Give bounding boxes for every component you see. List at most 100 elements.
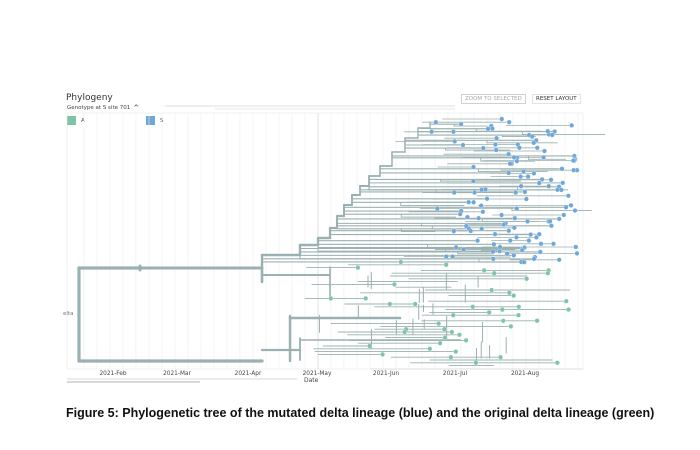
panel-title: Phylogeny <box>66 93 113 103</box>
legend-item-a[interactable]: A <box>67 116 85 125</box>
tree-branches <box>77 118 606 367</box>
tip <box>481 267 487 273</box>
tip <box>548 177 554 183</box>
tip <box>506 290 512 296</box>
legend-swatch-s <box>146 116 155 125</box>
tip <box>497 248 503 254</box>
tip <box>429 129 435 135</box>
legend-label-a: A <box>81 117 85 124</box>
tip <box>478 203 484 209</box>
tree-tips <box>328 116 580 366</box>
tip <box>468 228 474 234</box>
root-label: elta <box>63 311 74 317</box>
x-tick-label: 2021-Feb <box>99 371 126 377</box>
tip <box>437 340 443 346</box>
tip <box>412 301 418 307</box>
tip <box>450 312 456 318</box>
tip <box>508 323 514 329</box>
tip <box>443 254 449 260</box>
tip <box>531 256 537 262</box>
tip <box>523 196 529 202</box>
tip <box>570 158 576 164</box>
tip <box>556 257 562 263</box>
tip <box>363 295 369 301</box>
tip <box>563 204 569 210</box>
tip <box>541 154 547 160</box>
x-axis-scrollbar[interactable] <box>67 368 583 383</box>
tip <box>525 218 530 224</box>
tip <box>450 254 456 260</box>
tip <box>434 206 440 212</box>
tip <box>547 218 553 224</box>
tip <box>531 140 537 146</box>
tip <box>511 252 517 258</box>
tip <box>443 262 449 268</box>
tip <box>499 212 505 218</box>
tip <box>569 122 575 128</box>
tip <box>549 132 555 138</box>
color-by-selector[interactable]: Genotype at S site 701 ^ <box>67 103 140 112</box>
tip <box>504 251 510 257</box>
tip <box>574 250 580 256</box>
tip <box>506 228 512 234</box>
tip <box>466 199 472 205</box>
tip <box>536 180 542 186</box>
tip <box>480 145 486 151</box>
chevron-up-icon: ^ <box>133 103 140 112</box>
tip <box>516 145 522 151</box>
tip <box>515 312 521 318</box>
tip <box>571 167 577 173</box>
tip <box>545 270 551 276</box>
tip <box>514 158 520 164</box>
tip <box>480 209 486 215</box>
tip <box>539 176 545 182</box>
tip <box>566 307 571 313</box>
tip <box>499 307 505 313</box>
color-by-label: Genotype at S site 701 <box>67 105 131 111</box>
tip <box>538 241 544 247</box>
tip <box>465 214 470 220</box>
tip <box>483 186 488 192</box>
tip <box>472 190 477 196</box>
tip <box>442 335 448 341</box>
tip <box>507 238 513 244</box>
tip <box>518 174 524 180</box>
tip <box>436 321 442 327</box>
tip <box>529 134 535 140</box>
tip <box>471 164 476 170</box>
tip <box>554 360 560 366</box>
tip <box>526 238 532 244</box>
tip <box>433 119 439 125</box>
tip <box>489 126 495 132</box>
tip <box>522 189 528 195</box>
tip <box>546 183 552 189</box>
figure-caption: Figure 5: Phylogenetic tree of the mutat… <box>66 406 655 420</box>
tip <box>511 293 517 299</box>
tip <box>521 259 527 265</box>
tip <box>491 241 497 247</box>
tip <box>492 142 498 148</box>
tip <box>506 151 512 157</box>
tip <box>453 349 459 355</box>
tip <box>473 360 479 366</box>
tip <box>518 183 524 189</box>
tip <box>533 234 539 240</box>
tip <box>556 216 562 222</box>
tip <box>475 238 480 244</box>
tip <box>489 287 495 293</box>
tip <box>573 244 579 250</box>
tip <box>552 129 558 134</box>
tip <box>490 249 496 255</box>
tip <box>563 298 569 304</box>
tip <box>484 196 490 202</box>
tip <box>561 212 567 218</box>
tip <box>506 170 512 176</box>
tip <box>534 318 540 324</box>
zoom-to-selected-button[interactable]: ZOOM TO SELECTED <box>461 94 526 104</box>
tip <box>572 208 578 213</box>
tip <box>507 161 513 167</box>
reset-layout-button[interactable]: RESET LAYOUT <box>532 94 581 104</box>
tip <box>492 231 498 237</box>
tip <box>367 343 373 349</box>
